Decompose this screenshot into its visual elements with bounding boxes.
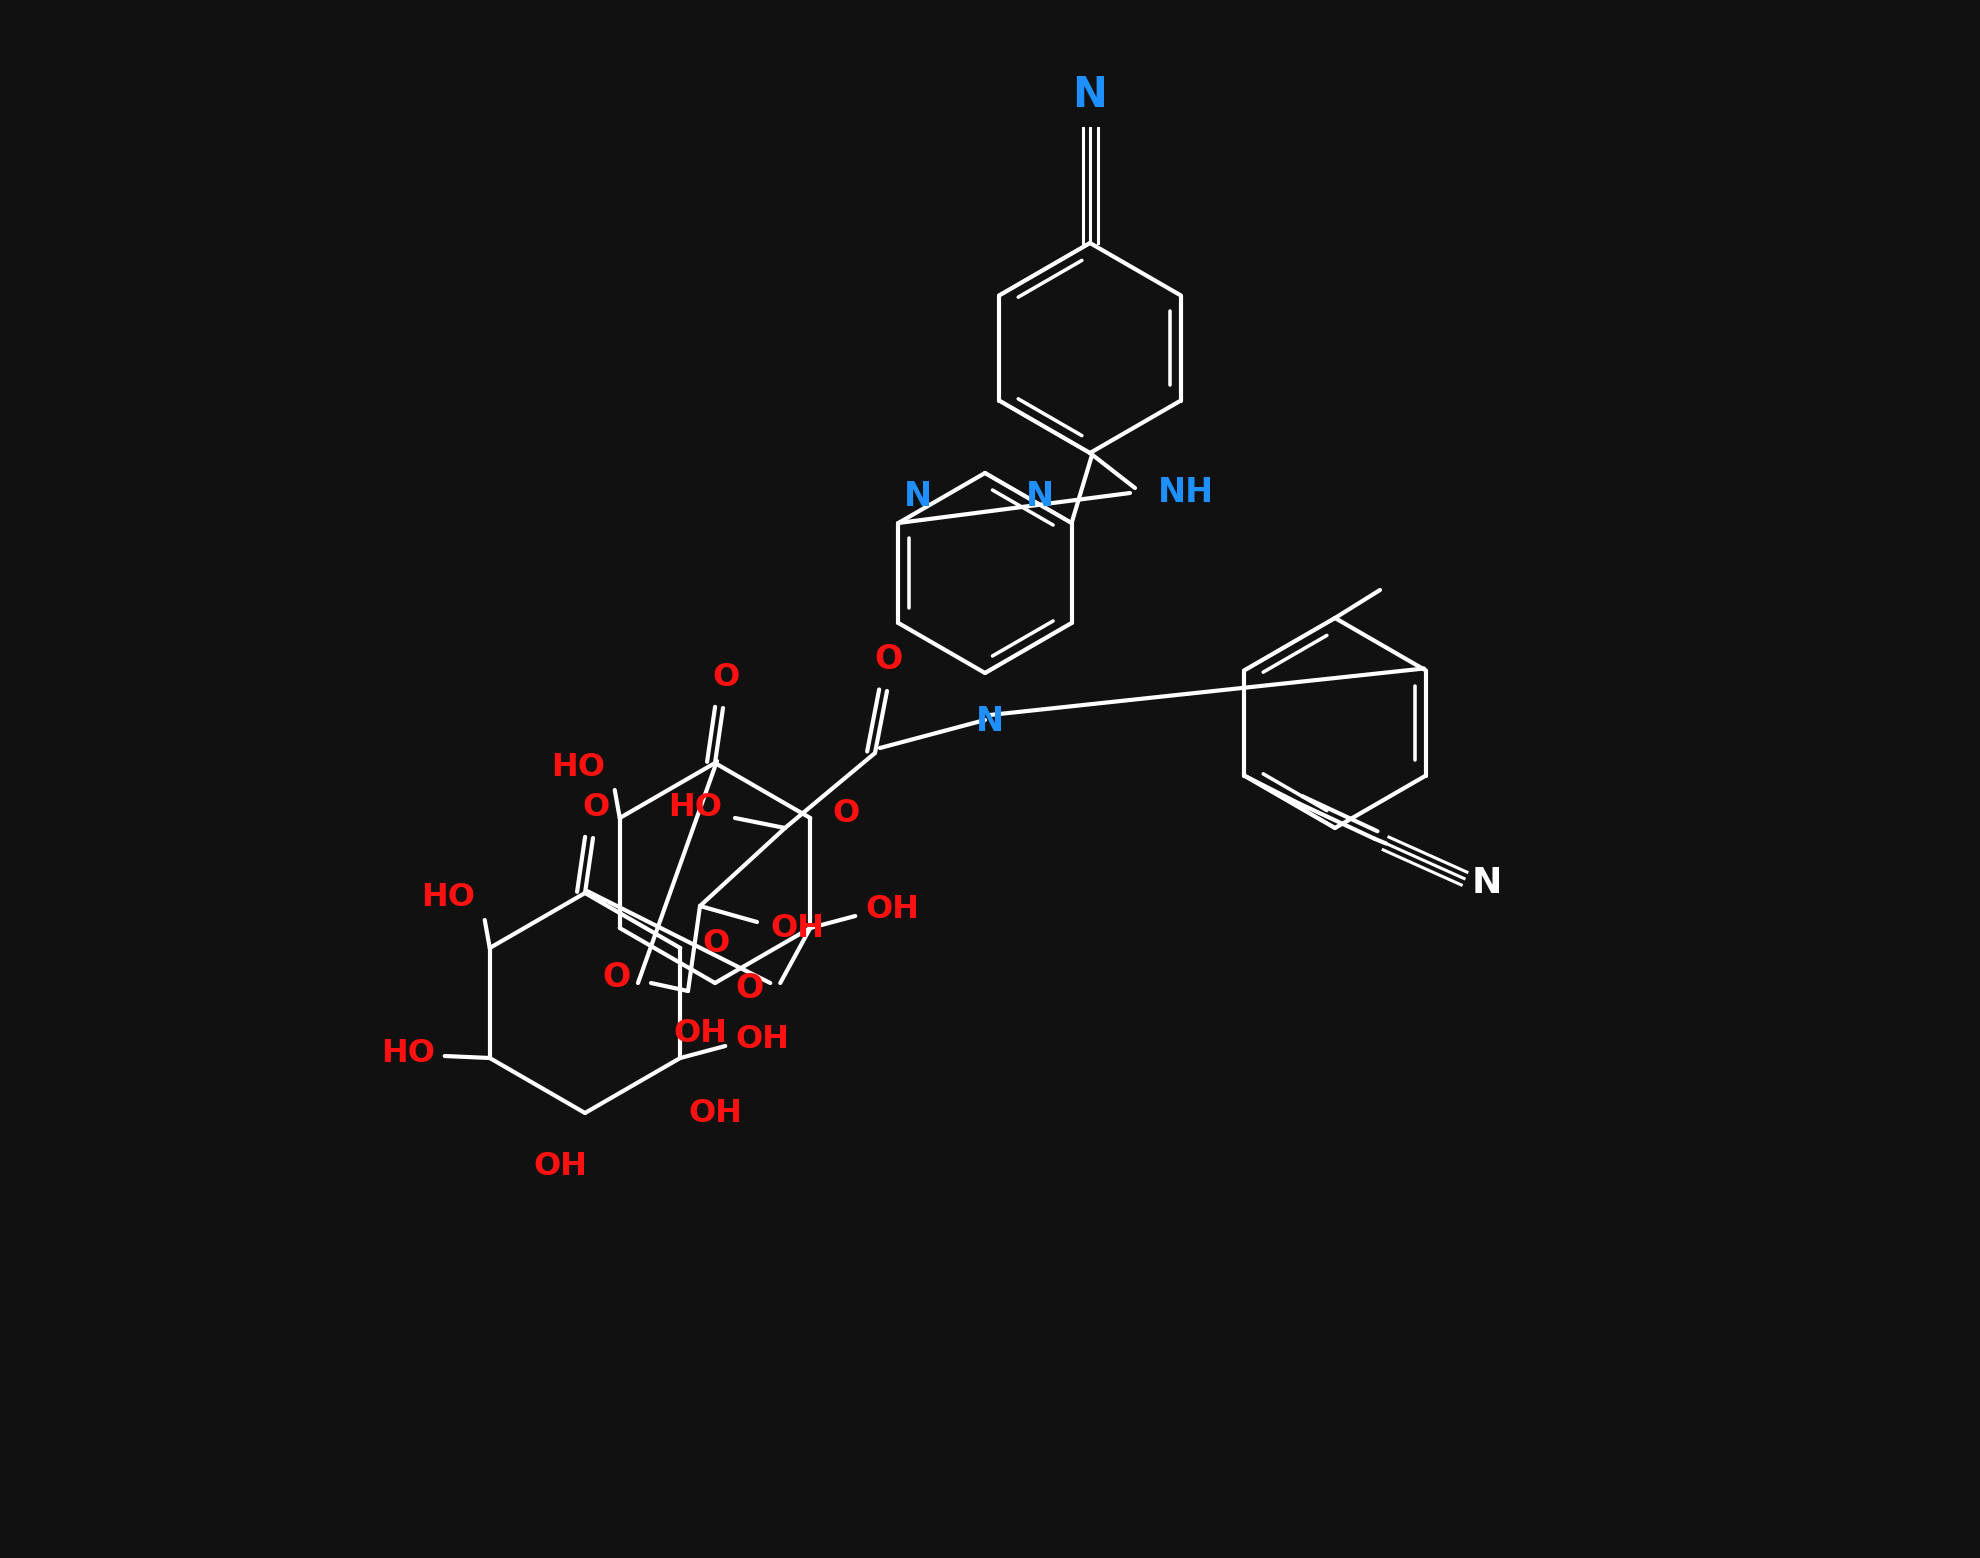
Text: OH: OH bbox=[865, 894, 919, 925]
Text: HO: HO bbox=[380, 1038, 436, 1069]
Text: HO: HO bbox=[420, 882, 475, 913]
Text: O: O bbox=[832, 798, 859, 829]
Text: O: O bbox=[713, 662, 741, 693]
Text: NH: NH bbox=[1158, 477, 1214, 509]
Text: N: N bbox=[976, 706, 1004, 738]
Text: O: O bbox=[602, 961, 632, 994]
Text: OH: OH bbox=[770, 913, 824, 944]
Text: OH: OH bbox=[689, 1098, 742, 1130]
Text: O: O bbox=[703, 927, 729, 958]
Text: HO: HO bbox=[550, 753, 604, 784]
Text: O: O bbox=[735, 972, 762, 1005]
Text: OH: OH bbox=[735, 1025, 790, 1055]
Text: HO: HO bbox=[667, 793, 723, 824]
Text: N: N bbox=[1471, 866, 1503, 901]
Text: N: N bbox=[903, 480, 931, 513]
Text: O: O bbox=[875, 643, 903, 676]
Text: N: N bbox=[1073, 73, 1107, 115]
Text: O: O bbox=[582, 791, 610, 823]
Text: N: N bbox=[1026, 480, 1053, 513]
Text: OH: OH bbox=[533, 1151, 586, 1183]
Text: OH: OH bbox=[673, 1017, 727, 1049]
